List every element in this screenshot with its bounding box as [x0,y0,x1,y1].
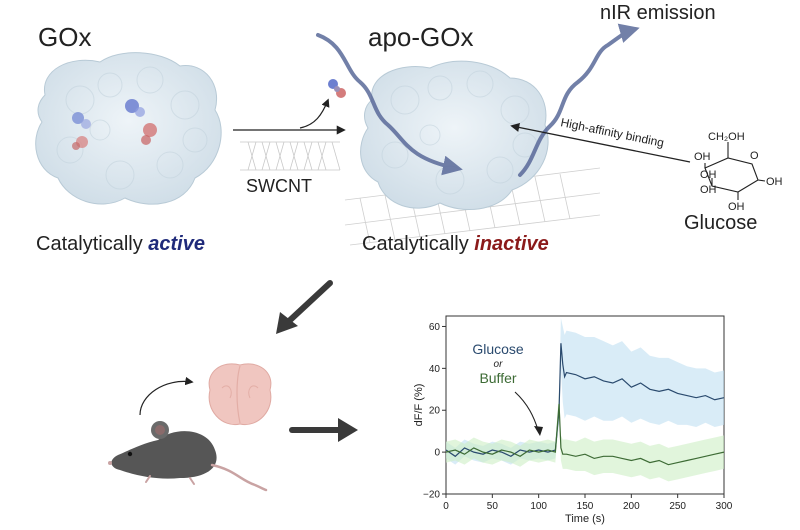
x-tick-label: 300 [716,501,733,512]
x-tick-label: 200 [623,501,640,512]
fad-red-right [143,123,157,137]
swcnt-tube [240,141,341,171]
fad-release-arrow [299,98,330,129]
gox-protein [35,52,222,205]
fad-blue-left [72,112,84,124]
x-tick-label: 250 [669,501,686,512]
y-tick-label: −20 [423,490,440,501]
x-axis-label: Time (s) [565,513,605,525]
y-tick-label: 20 [429,406,441,417]
apo-gox-protein [360,60,549,211]
catalytically-inactive-label: Catalytically inactive [362,233,549,256]
y-tick-label: 40 [429,364,441,375]
band-glucose [446,318,724,465]
catalytically-active-label: Catalytically active [36,233,205,256]
glucose-molecule [704,142,766,200]
binding-arrow [510,122,691,163]
glucose-oh-4: OH [728,201,745,213]
swcnt-label: SWCNT [246,176,312,196]
catalytically-active-prefix: Catalytically [36,233,149,255]
excitation-wave-arrow [316,33,463,176]
y-tick-label: 60 [429,322,441,333]
nir-emission-label: nIR emission [600,2,716,24]
glucose-oh-5: OH [766,176,783,188]
down-left-arrow [276,280,333,334]
x-tick-label: 100 [530,501,547,512]
band-buffer [446,391,724,482]
brain-illustration [208,363,272,426]
y-tick-label: 0 [434,448,440,459]
x-tick-label: 50 [487,501,499,512]
line-buffer [445,403,725,466]
legend-or: or [494,359,504,370]
fad-blue-right [125,99,139,113]
right-arrow [289,418,358,442]
mouse-illustration [108,421,268,492]
legend-buffer: Buffer [479,370,516,386]
active-word: active [148,233,205,255]
inactive-word: inactive [474,233,549,255]
glucose-oh-3: OH [700,184,717,196]
nir-emission-wave-arrow [518,23,640,177]
glucose-ring-o: O [750,150,759,162]
glucose-label: Glucose [684,212,758,234]
y-axis-label: dF/F (%) [413,384,425,427]
glucose-ch2oh: CH₂OH [708,131,745,143]
injection-pointer-head [534,426,543,436]
glucose-oh-1: OH [694,151,711,163]
catalytically-inactive-prefix: Catalytically [362,233,475,255]
x-tick-label: 150 [577,501,594,512]
apo-gox-title: apo-GOx [368,22,474,52]
gox-title: GOx [38,22,92,52]
binding-label: High-affinity binding [559,115,665,150]
brain-extraction-arrow [139,376,194,416]
legend-glucose: Glucose [472,341,524,357]
x-tick-label: 0 [443,501,449,512]
glucose-oh-2: OH [700,169,717,181]
